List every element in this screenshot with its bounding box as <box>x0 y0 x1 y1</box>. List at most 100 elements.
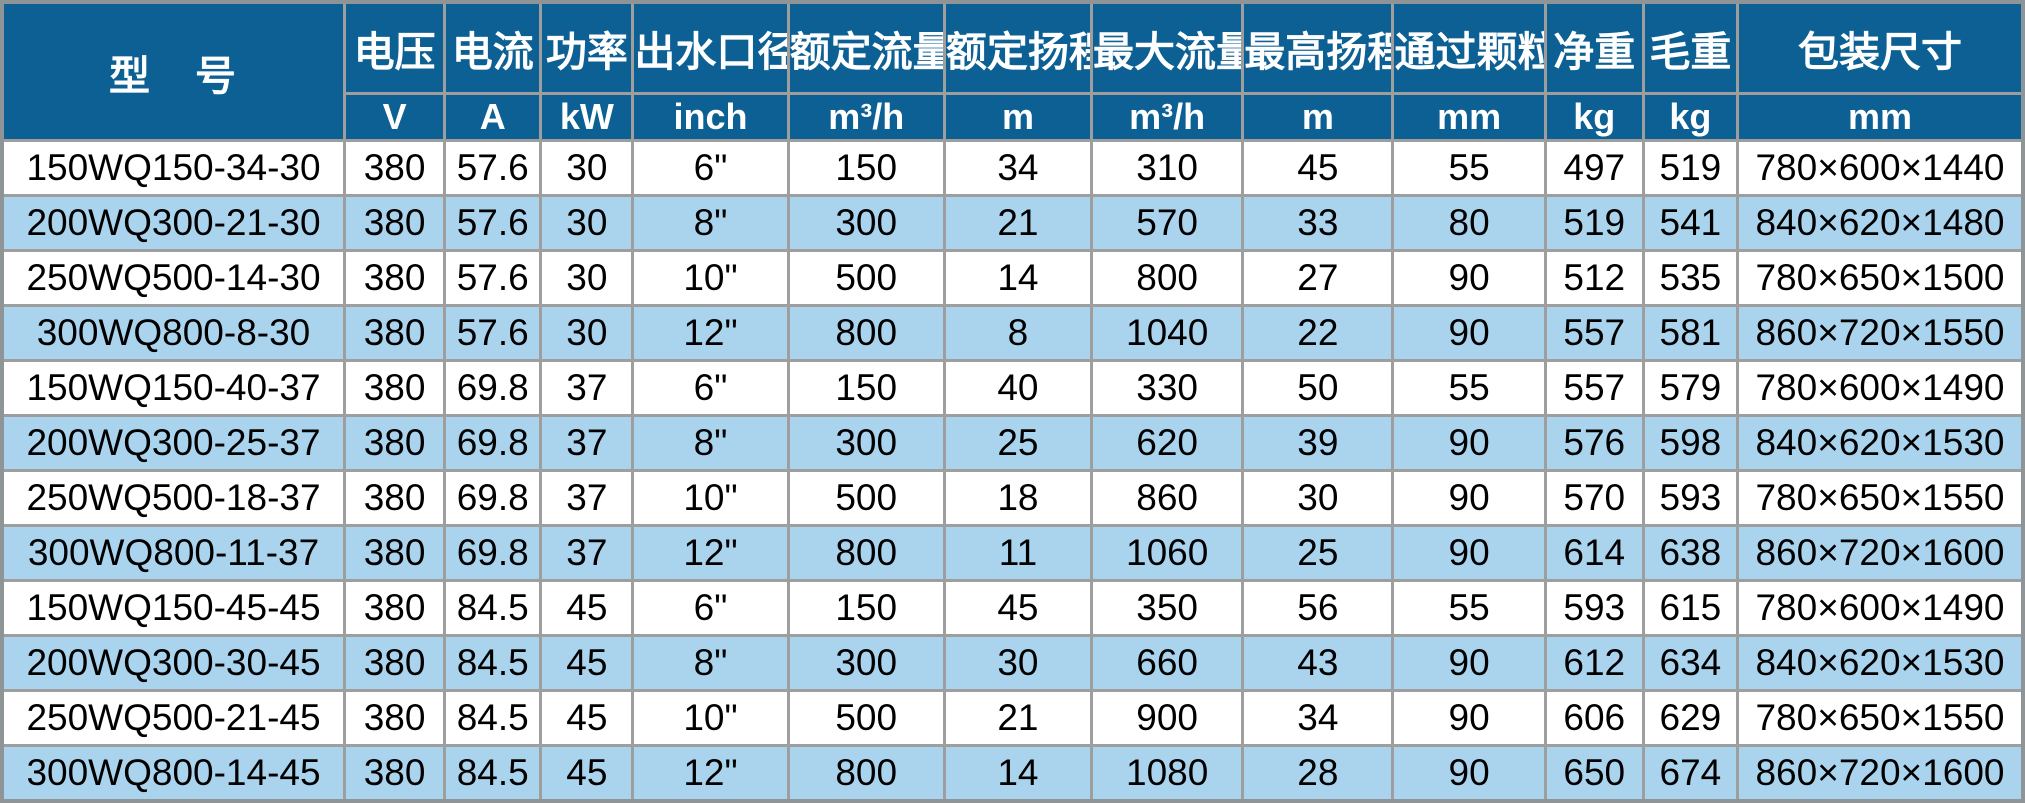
cell-net-weight: 612 <box>1543 634 1645 692</box>
cell-rated-flow: 800 <box>786 524 946 582</box>
cell-package-size: 780×650×1550 <box>1735 469 2025 527</box>
cell-voltage: 380 <box>342 744 447 802</box>
cell-gross-weight: 638 <box>1641 524 1739 582</box>
column-header-current: 电流 <box>443 0 543 95</box>
cell-current: 57.6 <box>443 249 543 307</box>
cell-outlet: 8" <box>631 414 790 472</box>
column-header-voltage: 电压 <box>342 0 447 95</box>
cell-rated-flow: 150 <box>786 139 946 197</box>
cell-max-flow: 1060 <box>1090 524 1245 582</box>
cell-max-head: 50 <box>1241 359 1395 417</box>
column-header-net-weight: 净重 <box>1543 0 1645 95</box>
cell-package-size: 860×720×1550 <box>1735 304 2025 362</box>
cell-max-flow: 660 <box>1090 634 1245 692</box>
cell-particle: 80 <box>1391 194 1547 252</box>
cell-power: 37 <box>539 524 635 582</box>
cell-model: 300WQ800-14-45 <box>0 744 346 802</box>
cell-model: 150WQ150-40-37 <box>0 359 346 417</box>
table-row: 300WQ800-11-37 380 69.8 37 12" 800 11 1060 25 90 6… <box>0 524 2025 582</box>
cell-outlet: 8" <box>631 194 790 252</box>
cell-gross-weight: 634 <box>1641 634 1739 692</box>
cell-particle: 90 <box>1391 524 1547 582</box>
cell-current: 69.8 <box>443 469 543 527</box>
cell-rated-head: 11 <box>942 524 1094 582</box>
table-row: 250WQ500-18-37 380 69.8 37 10" 500 18 860 30 90 57… <box>0 469 2025 527</box>
cell-max-head: 33 <box>1241 194 1395 252</box>
cell-package-size: 780×650×1550 <box>1735 689 2025 747</box>
cell-rated-head: 14 <box>942 744 1094 802</box>
cell-gross-weight: 629 <box>1641 689 1739 747</box>
cell-particle: 55 <box>1391 359 1547 417</box>
cell-max-head: 27 <box>1241 249 1395 307</box>
cell-package-size: 780×600×1490 <box>1735 579 2025 637</box>
unit-header-particle: mm <box>1391 92 1547 142</box>
cell-rated-head: 18 <box>942 469 1094 527</box>
cell-outlet: 10" <box>631 249 790 307</box>
cell-gross-weight: 541 <box>1641 194 1739 252</box>
unit-header-rated-flow: m³/h <box>786 92 946 142</box>
cell-rated-head: 30 <box>942 634 1094 692</box>
cell-particle: 55 <box>1391 139 1547 197</box>
cell-rated-head: 8 <box>942 304 1094 362</box>
cell-voltage: 380 <box>342 524 447 582</box>
cell-current: 69.8 <box>443 524 543 582</box>
cell-max-head: 45 <box>1241 139 1395 197</box>
column-header-outlet: 出水口径 <box>631 0 790 95</box>
cell-package-size: 840×620×1480 <box>1735 194 2025 252</box>
cell-max-flow: 1040 <box>1090 304 1245 362</box>
cell-max-head: 22 <box>1241 304 1395 362</box>
cell-current: 84.5 <box>443 689 543 747</box>
cell-outlet: 8" <box>631 634 790 692</box>
cell-outlet: 6" <box>631 139 790 197</box>
cell-current: 69.8 <box>443 414 543 472</box>
table-body: 150WQ150-34-30 380 57.6 30 6" 150 34 310 45 55 497… <box>0 139 2025 802</box>
cell-gross-weight: 579 <box>1641 359 1739 417</box>
cell-current: 57.6 <box>443 194 543 252</box>
unit-header-net-weight: kg <box>1543 92 1645 142</box>
table-row: 150WQ150-34-30 380 57.6 30 6" 150 34 310 45 55 497… <box>0 139 2025 197</box>
cell-current: 84.5 <box>443 634 543 692</box>
cell-voltage: 380 <box>342 194 447 252</box>
unit-header-rated-head: m <box>942 92 1094 142</box>
cell-rated-flow: 300 <box>786 414 946 472</box>
cell-rated-head: 25 <box>942 414 1094 472</box>
cell-package-size: 860×720×1600 <box>1735 744 2025 802</box>
cell-power: 37 <box>539 469 635 527</box>
cell-rated-head: 45 <box>942 579 1094 637</box>
cell-gross-weight: 674 <box>1641 744 1739 802</box>
cell-power: 45 <box>539 579 635 637</box>
cell-rated-head: 14 <box>942 249 1094 307</box>
cell-max-head: 39 <box>1241 414 1395 472</box>
cell-power: 30 <box>539 304 635 362</box>
cell-net-weight: 606 <box>1543 689 1645 747</box>
cell-rated-flow: 150 <box>786 579 946 637</box>
cell-particle: 90 <box>1391 689 1547 747</box>
cell-rated-flow: 300 <box>786 194 946 252</box>
cell-model: 200WQ300-30-45 <box>0 634 346 692</box>
cell-model: 150WQ150-34-30 <box>0 139 346 197</box>
cell-rated-head: 21 <box>942 689 1094 747</box>
cell-model: 250WQ500-18-37 <box>0 469 346 527</box>
cell-net-weight: 557 <box>1543 359 1645 417</box>
cell-gross-weight: 598 <box>1641 414 1739 472</box>
table-row: 200WQ300-25-37 380 69.8 37 8" 300 25 620 39 90 576… <box>0 414 2025 472</box>
cell-voltage: 380 <box>342 579 447 637</box>
cell-particle: 90 <box>1391 249 1547 307</box>
cell-particle: 90 <box>1391 744 1547 802</box>
cell-model: 200WQ300-25-37 <box>0 414 346 472</box>
cell-voltage: 380 <box>342 359 447 417</box>
cell-model: 200WQ300-21-30 <box>0 194 346 252</box>
cell-current: 69.8 <box>443 359 543 417</box>
cell-net-weight: 497 <box>1543 139 1645 197</box>
table-row: 150WQ150-40-37 380 69.8 37 6" 150 40 330 50 55 557… <box>0 359 2025 417</box>
cell-rated-flow: 500 <box>786 469 946 527</box>
cell-current: 57.6 <box>443 139 543 197</box>
cell-gross-weight: 615 <box>1641 579 1739 637</box>
cell-gross-weight: 519 <box>1641 139 1739 197</box>
cell-net-weight: 614 <box>1543 524 1645 582</box>
cell-power: 45 <box>539 689 635 747</box>
cell-gross-weight: 581 <box>1641 304 1739 362</box>
table-header: 型 号电压电流功率出水口径额定流量额定扬程最大流量最高扬程通过颗粒净重毛重包装尺… <box>0 0 2025 142</box>
